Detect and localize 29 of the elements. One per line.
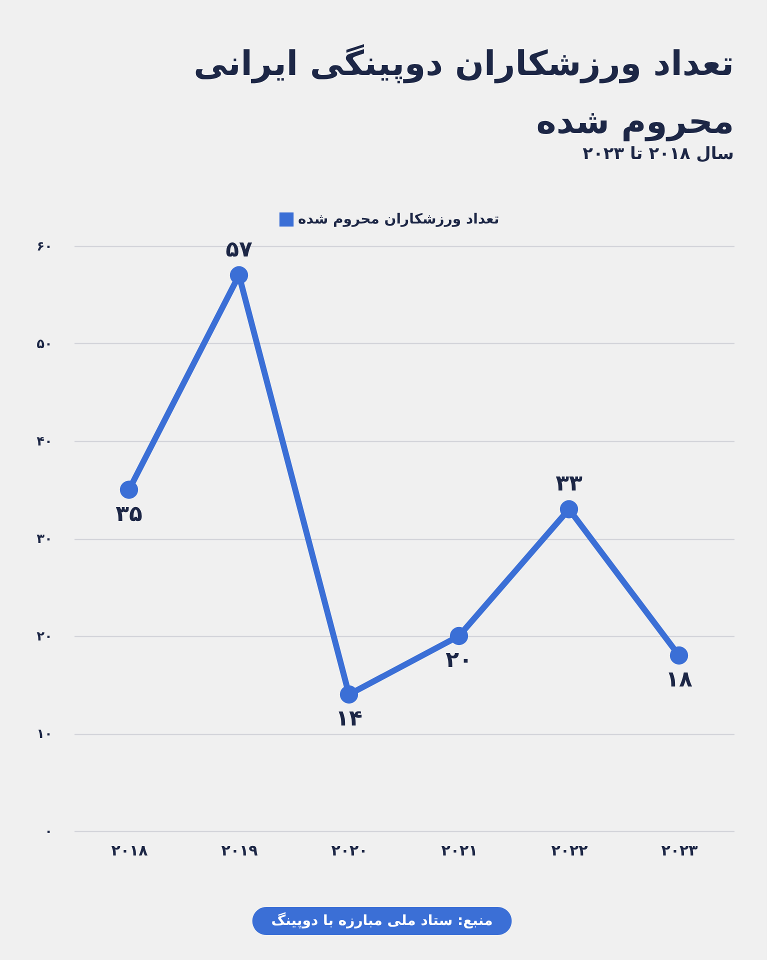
x-tick-label: ۲۰۱۸ [111,842,148,860]
data-label: ۵۷ [226,237,253,262]
y-tick-label: ۳۰ [36,532,52,547]
point [340,685,358,704]
y-tick-label: ۱۰ [36,727,52,742]
data-label: ۳۳ [556,471,583,496]
y-tick-label: ۲۰ [36,630,52,644]
x-tick-label: ۲۰۲۱ [441,842,478,860]
x-tick-label: ۲۰۲۰ [331,842,368,860]
text: منبع: ستاد ملی مبارزه با دوپینگ [271,912,493,929]
x-tick-label: ۲۰۲۳ [661,842,698,860]
data-label: ۱۸ [666,668,693,692]
x-tick-label: ۲۰۱۹ [221,842,258,860]
data-label: ۳۵ [116,502,142,527]
point [670,646,688,665]
data-label: ۱۴ [336,706,362,732]
point [120,480,138,499]
y-tick-label: ۴۰ [36,434,52,450]
x-tick-label: ۲۰۲۲ [551,842,588,860]
chart-subtitle: سال ۲۰۱۸ تا ۲۰۲۳ [582,144,734,164]
y-tick-label: ۵۰ [36,337,52,352]
chart-title: تعداد ورزشکاران دوپینگی ایرانی محروم شده [194,44,734,142]
legend-label: تعداد ورزشکاران محروم شده [298,212,500,228]
point [230,266,248,284]
y-tick-label: ۰ [44,824,52,840]
data-label: ۲۰ [446,648,472,673]
y-tick-label: ۶۰ [36,240,52,254]
point [560,500,578,518]
point [450,626,468,646]
